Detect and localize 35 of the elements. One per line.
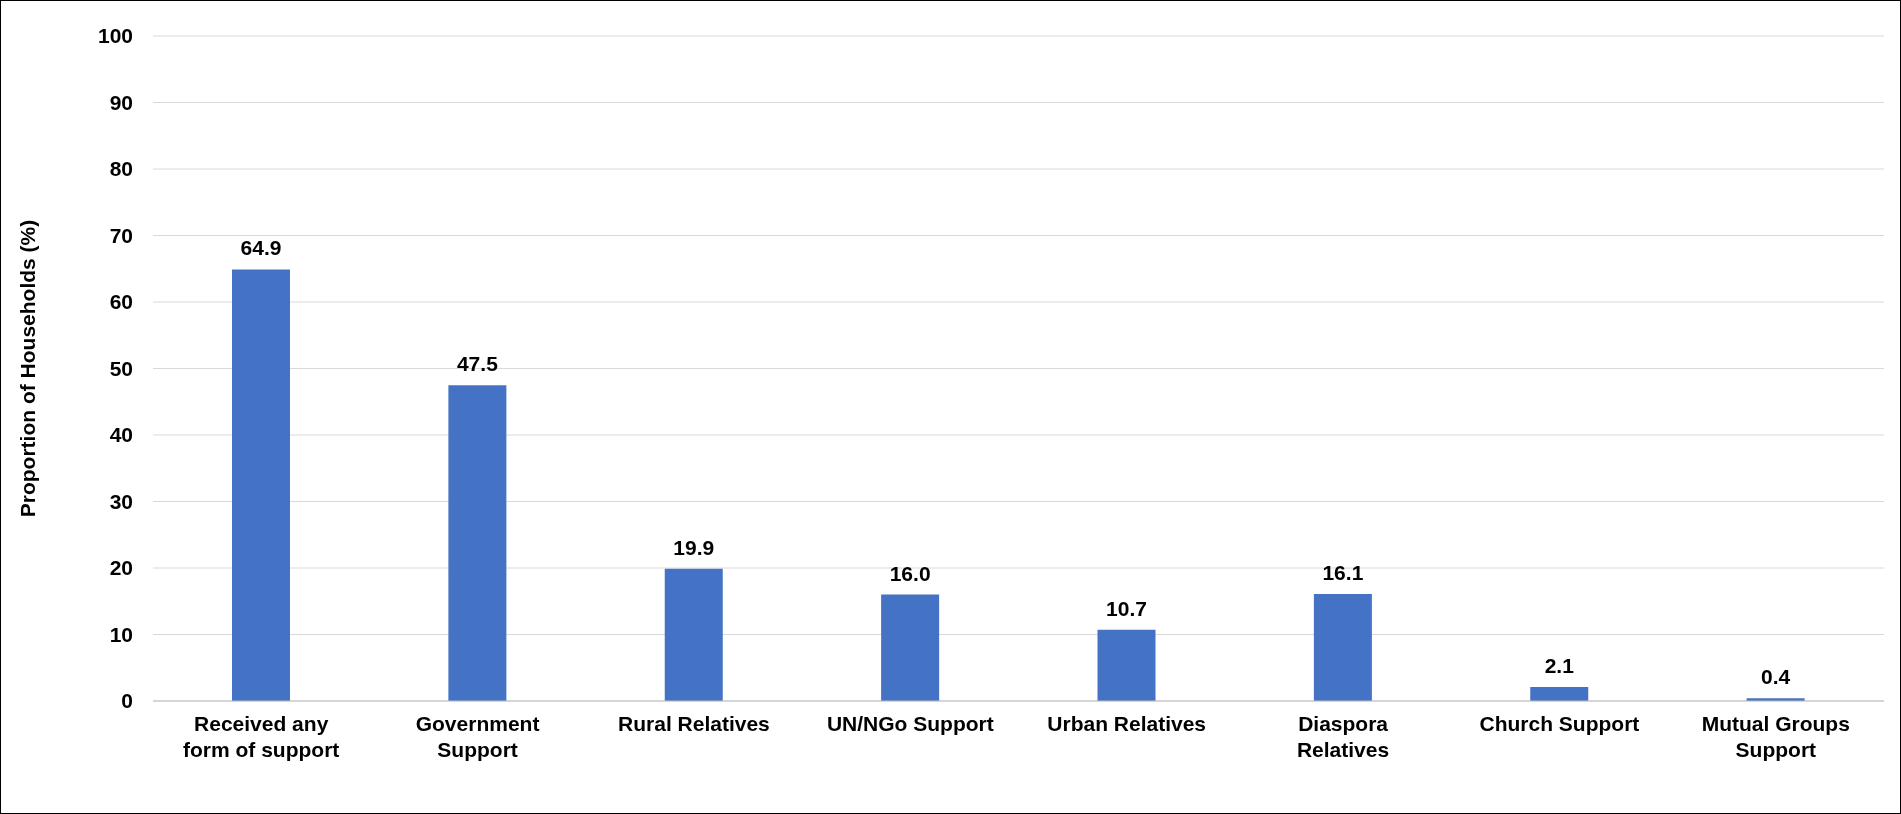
y-tick-label: 30 [109,489,133,513]
data-label: 19.9 [673,535,715,559]
y-tick-label: 0 [121,689,133,713]
x-tick-label: Rural Relatives [618,712,770,735]
y-tick-label: 10 [109,622,133,646]
data-label: 0.4 [1761,665,1791,689]
x-tick-label: UN/NGo Support [826,712,994,735]
bar [1530,687,1589,701]
y-tick-label: 20 [109,556,133,580]
y-tick-label: 70 [109,223,133,247]
x-tick-label: Urban Relatives [1047,712,1207,735]
y-axis-title: Proportion of Households (%) [16,219,40,518]
bar [664,568,723,701]
bar [881,594,940,701]
data-label: 10.7 [1106,596,1147,620]
x-tick-label: Diaspora Relatives [1296,712,1390,761]
bar [1313,593,1372,701]
x-tick-label: Church Support [1479,712,1640,735]
x-tick-label: Government Support [415,712,540,761]
x-tick-label: Received any form of support [183,712,340,761]
bar [232,269,290,701]
y-tick-label: 90 [109,90,133,114]
y-tick-label: 60 [109,290,133,314]
data-label: 16.1 [1322,560,1364,584]
data-label: 16.0 [889,561,931,585]
y-tick-label: 80 [109,157,133,181]
bar [448,385,507,701]
bar [1097,629,1156,701]
data-label: 47.5 [456,352,499,376]
y-tick-label: 100 [97,24,133,48]
x-tick-label: Mutual Groups Support [1701,712,1850,761]
data-label: 2.1 [1544,654,1575,678]
y-tick-label: 40 [109,423,133,447]
y-tick-label: 50 [109,356,133,380]
data-label: 64.9 [240,236,282,260]
